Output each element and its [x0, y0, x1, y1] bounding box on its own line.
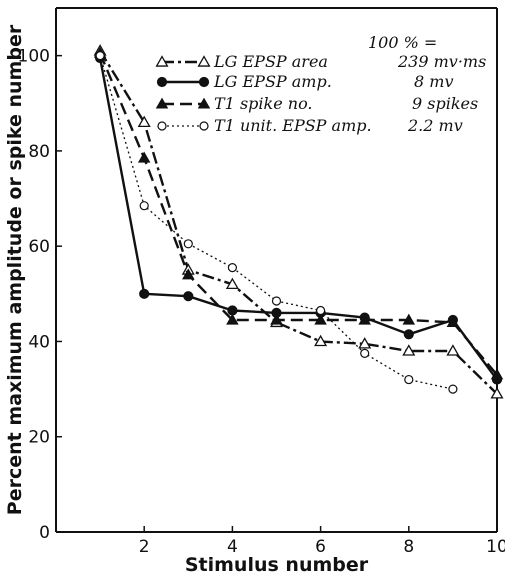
- data-point: [183, 291, 194, 302]
- data-point: [358, 337, 372, 349]
- legend-marker: [199, 121, 209, 131]
- y-axis-title: Percent maximum amplitude or spike numbe…: [4, 24, 26, 515]
- series-line: [98, 52, 498, 376]
- legend-label: LG EPSP area: [213, 52, 328, 71]
- data-point: [226, 313, 239, 325]
- data-point: [316, 305, 326, 316]
- data-point: [490, 387, 504, 399]
- legend-marker: [157, 121, 167, 131]
- y-tick-label: 20: [28, 428, 50, 448]
- legend-marker: [197, 55, 211, 67]
- data-point: [402, 344, 416, 356]
- data-point: [183, 239, 193, 249]
- series-layer: [93, 44, 504, 399]
- x-tick-label: 8: [403, 537, 414, 557]
- legend-marker: [155, 97, 169, 109]
- y-tick-label: 0: [39, 523, 50, 543]
- series-1: [93, 44, 504, 399]
- legend: 100 % = LG EPSP area 239 mv·ms LG EPSP amp.…: [155, 33, 486, 135]
- data-point: [446, 315, 460, 327]
- legend-marker: [197, 97, 211, 109]
- data-point: [404, 374, 414, 385]
- legend-marker: [155, 55, 169, 67]
- legend-marker: [156, 76, 168, 88]
- legend-label: LG EPSP amp.: [213, 72, 332, 91]
- data-point: [270, 313, 283, 325]
- data-point: [446, 344, 460, 356]
- data-point: [403, 329, 414, 340]
- x-axis-title: Stimulus number: [185, 554, 369, 576]
- legend-value: 8 mv: [414, 72, 453, 91]
- data-point: [225, 277, 239, 289]
- data-point: [358, 313, 371, 325]
- series-line: [98, 57, 498, 381]
- data-point: [227, 263, 237, 273]
- x-tick-label: 2: [139, 537, 150, 557]
- data-point: [271, 296, 282, 306]
- legend-value: 239 mv·ms: [397, 52, 486, 71]
- data-point: [137, 115, 151, 128]
- legend-marker: [198, 76, 210, 88]
- y-tick-label: 40: [28, 332, 50, 352]
- data-point: [139, 288, 150, 299]
- data-point: [182, 268, 195, 280]
- x-tick-label: 4: [227, 537, 238, 557]
- legend-label: T1 spike no.: [214, 94, 313, 113]
- data-point: [139, 201, 149, 211]
- series-line: [99, 50, 498, 395]
- y-tick-label: 100: [18, 47, 50, 67]
- data-point: [314, 334, 328, 347]
- axes: 0 20 40 60 80 100 2 4 6 8 10: [18, 7, 505, 557]
- legend-header: 100 % =: [368, 33, 437, 52]
- data-point: [95, 51, 105, 61]
- data-point: [448, 384, 458, 394]
- data-point: [402, 313, 416, 325]
- y-tick-label: 80: [28, 142, 50, 162]
- legend-label: T1 unit. EPSP amp.: [214, 116, 372, 135]
- data-point: [490, 368, 504, 380]
- data-point: [137, 151, 151, 163]
- x-tick-label: 10: [486, 537, 505, 557]
- series-4: [95, 51, 458, 394]
- data-point: [314, 313, 327, 325]
- data-point: [360, 348, 370, 358]
- legend-value: 2.2 mv: [407, 116, 463, 135]
- y-tick-label: 60: [28, 237, 50, 257]
- legend-value: 9 spikes: [412, 94, 478, 113]
- x-tick-label: 6: [315, 537, 326, 557]
